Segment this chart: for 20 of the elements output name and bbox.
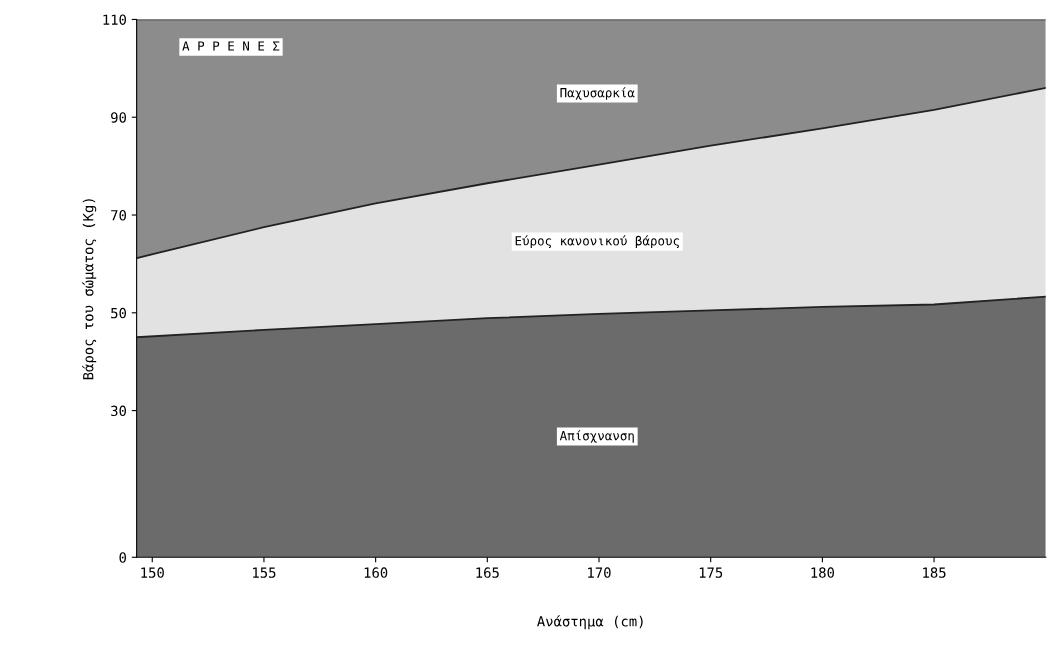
x-tick-label: 170 bbox=[588, 567, 611, 578]
y-tick-label: 70 bbox=[111, 210, 127, 221]
y-tick-label: 110 bbox=[103, 14, 127, 25]
x-tick-label: 160 bbox=[364, 567, 388, 578]
x-tick-label: 155 bbox=[253, 567, 276, 578]
series-label: Απίσχνανση bbox=[559, 430, 634, 443]
y-tick-label: 50 bbox=[111, 307, 127, 319]
y-tick-label: 0 bbox=[119, 552, 127, 563]
x-axis-title: Ανάστημα (cm) bbox=[537, 615, 643, 630]
y-tick-label: 30 bbox=[111, 405, 127, 417]
x-tick-label: 175 bbox=[699, 567, 723, 578]
series-label: Παχυσαρκία bbox=[560, 87, 635, 100]
annotation: Α Ρ Ρ Ε Ν Ε Σ bbox=[182, 41, 280, 51]
y-tick-label: 90 bbox=[111, 112, 127, 123]
x-tick-label: 165 bbox=[476, 567, 499, 578]
x-tick-label: 150 bbox=[141, 567, 164, 578]
x-tick-label: 180 bbox=[811, 567, 835, 578]
x-tick-label: 185 bbox=[923, 567, 946, 578]
y-axis-title: Βάρος του σώματος (Kg) bbox=[82, 199, 97, 380]
series-label: Εύρος κανονικού βάρους bbox=[515, 235, 679, 248]
